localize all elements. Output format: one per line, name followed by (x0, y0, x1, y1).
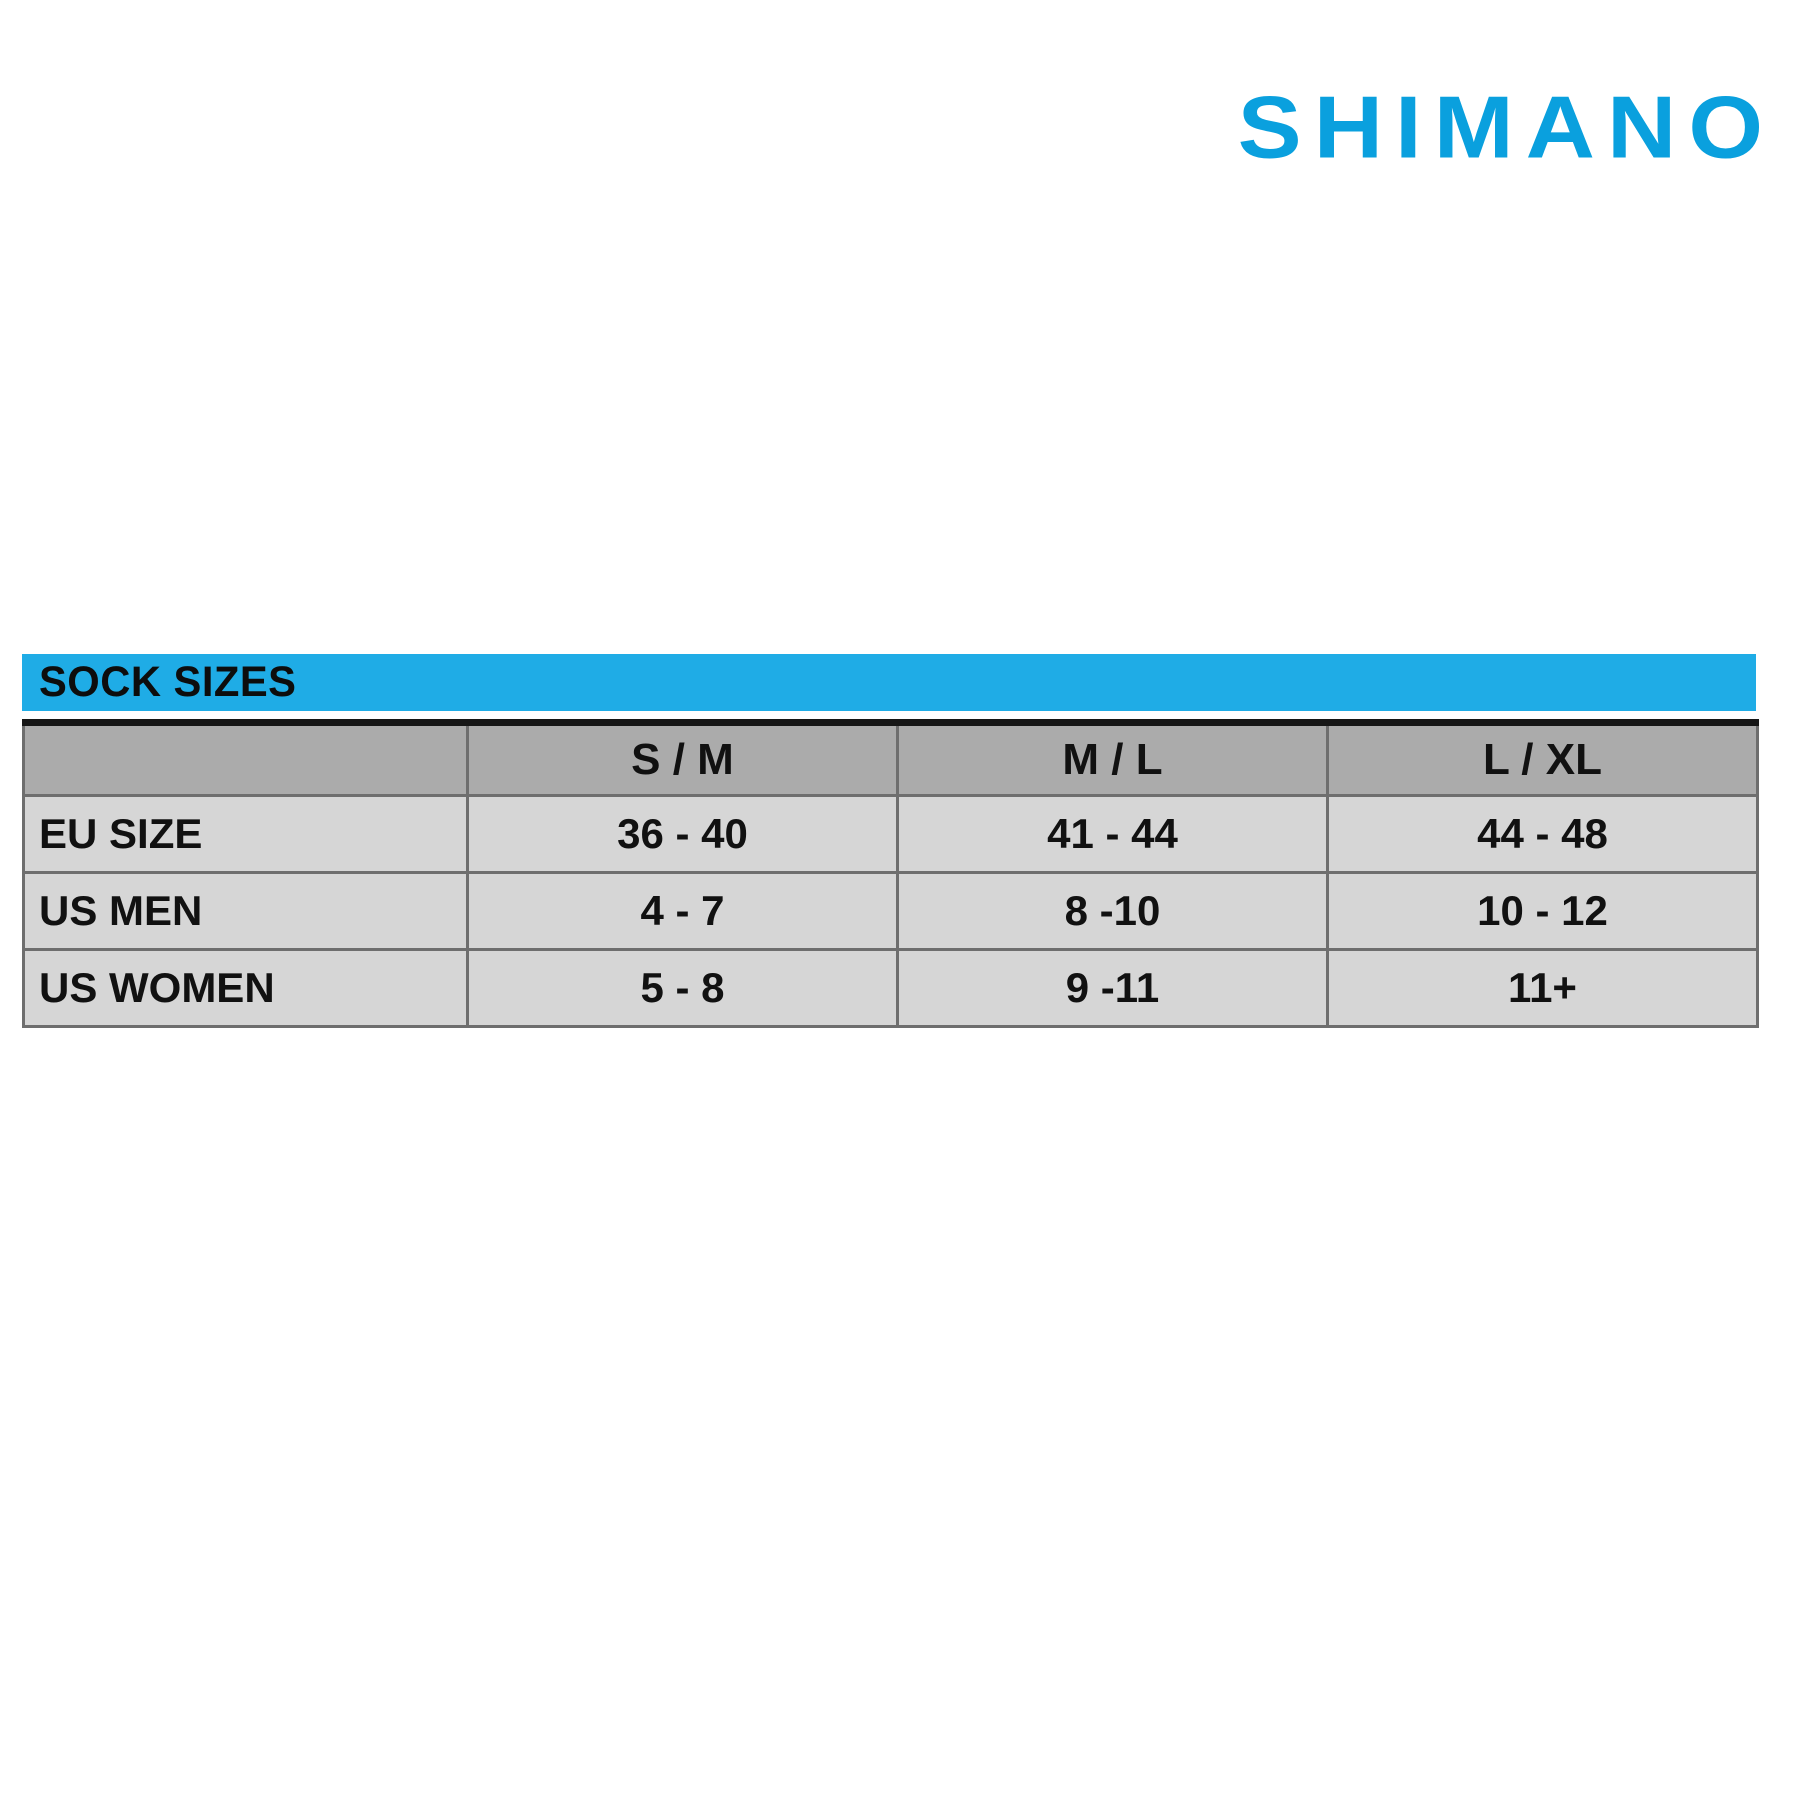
col-header-m-l: M / L (896, 721, 1329, 797)
table-row-eu-size: EU SIZE 36 - 40 41 - 44 44 - 48 (22, 794, 1759, 874)
row-label-us-women: US WOMEN (22, 948, 469, 1028)
us-women-s-m: 5 - 8 (466, 948, 899, 1028)
chart-title-bar: SOCK SIZES (22, 654, 1756, 711)
col-header-s-m: S / M (466, 721, 899, 797)
row-label-eu-size: EU SIZE (22, 794, 469, 874)
eu-size-m-l: 41 - 44 (896, 794, 1329, 874)
table-row-us-men: US MEN 4 - 7 8 -10 10 - 12 (22, 871, 1759, 951)
us-women-m-l: 9 -11 (896, 948, 1329, 1028)
us-women-l-xl: 11+ (1326, 948, 1759, 1028)
chart-title: SOCK SIZES (39, 658, 297, 706)
eu-size-l-xl: 44 - 48 (1326, 794, 1759, 874)
us-men-m-l: 8 -10 (896, 871, 1329, 951)
col-header-l-xl: L / XL (1326, 721, 1759, 797)
table-row-us-women: US WOMEN 5 - 8 9 -11 11+ (22, 948, 1759, 1028)
sock-size-chart: SOCK SIZES S / M M / L L / XL EU SIZE 36… (22, 654, 1759, 1028)
eu-size-s-m: 36 - 40 (466, 794, 899, 874)
col-header-blank (22, 721, 469, 797)
us-men-s-m: 4 - 7 (466, 871, 899, 951)
shimano-logo: SHIMANO (1237, 78, 1775, 177)
row-label-us-men: US MEN (22, 871, 469, 951)
header-row: S / M M / L L / XL (22, 721, 1759, 797)
us-men-l-xl: 10 - 12 (1326, 871, 1759, 951)
size-table: S / M M / L L / XL EU SIZE 36 - 40 41 - … (22, 719, 1759, 1028)
